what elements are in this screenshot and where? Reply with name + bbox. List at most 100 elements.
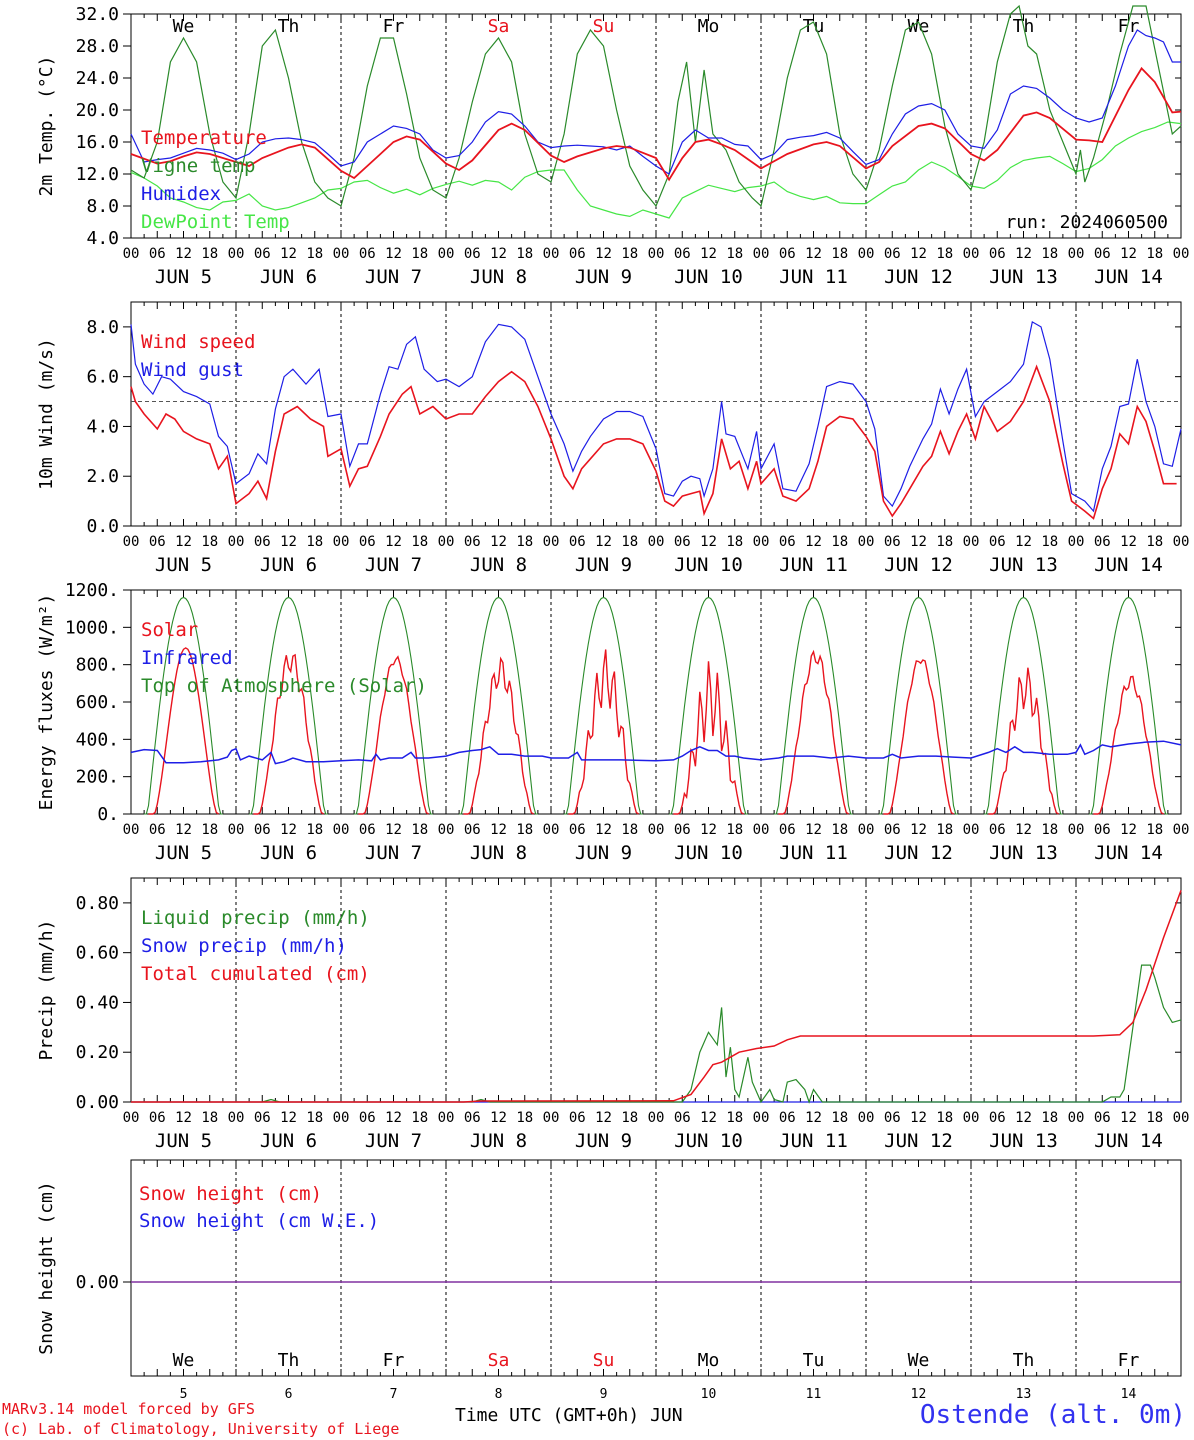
- series-line-top-of-atmosphere-solar: [144, 596, 223, 815]
- hour-tick-label: 18: [411, 534, 428, 550]
- hour-tick-label: 18: [411, 822, 428, 838]
- hour-tick-label: 06: [779, 534, 796, 550]
- hour-tick-label: 18: [831, 534, 848, 550]
- hour-tick-label: 18: [306, 1110, 323, 1126]
- hour-tick-label: 18: [936, 246, 953, 262]
- legend-snow-height-cm-w-e-: Snow height (cm W.E.): [139, 1210, 379, 1232]
- series-line-top-of-atmosphere-solar: [984, 596, 1063, 815]
- hour-tick-label: 06: [254, 1110, 271, 1126]
- legend-wind-speed: Wind speed: [141, 331, 255, 353]
- y-tick-label: 8.0: [86, 196, 119, 217]
- footer-model: MARv3.14 model forced by GFS: [2, 1400, 255, 1418]
- hour-tick-label: 00: [1173, 1110, 1190, 1126]
- day-label: JUN 7: [365, 266, 422, 288]
- day-label: JUN 8: [470, 266, 527, 288]
- series-line-humidex: [130, 29, 1181, 175]
- hour-tick-label: 00: [753, 534, 770, 550]
- hour-tick-label: 06: [359, 1110, 376, 1126]
- hour-tick-label: 06: [674, 246, 691, 262]
- day-label: JUN 13: [989, 842, 1058, 864]
- hour-tick-label: 18: [726, 1110, 743, 1126]
- weekday-label-bottom: Su: [593, 1350, 615, 1371]
- series-line-dewpoint-temp: [130, 121, 1182, 219]
- hour-tick-label: 12: [1120, 1110, 1137, 1126]
- hour-tick-label: 18: [201, 534, 218, 550]
- y-tick-label: 32.0: [76, 4, 119, 25]
- day-label: JUN 6: [260, 266, 317, 288]
- y-tick-label: 6.0: [86, 367, 119, 388]
- hour-tick-label: 12: [280, 534, 297, 550]
- hour-tick-label: 18: [516, 246, 533, 262]
- day-label: JUN 8: [470, 554, 527, 576]
- y-axis-label: Energy fluxes (W/m²): [36, 594, 57, 811]
- hour-tick-label: 12: [490, 1110, 507, 1126]
- hour-tick-label: 12: [805, 1110, 822, 1126]
- panel-frame-0: [130, 13, 1182, 239]
- hour-tick-label: 12: [595, 822, 612, 838]
- y-tick-label: 1200.: [65, 580, 119, 601]
- weekday-label-bottom: We: [908, 1350, 930, 1371]
- hour-tick-label: 12: [1120, 534, 1137, 550]
- hour-tick-label: 12: [490, 822, 507, 838]
- hour-tick-label: 18: [1146, 1110, 1163, 1126]
- hour-tick-label: 00: [438, 1110, 455, 1126]
- hour-tick-label: 12: [595, 1110, 612, 1126]
- hour-tick-label: 18: [936, 1110, 953, 1126]
- hour-tick-label: 18: [831, 246, 848, 262]
- hour-tick-label: 00: [1068, 1110, 1085, 1126]
- hour-tick-label: 06: [359, 822, 376, 838]
- weekday-label-bottom: Th: [1013, 1350, 1035, 1371]
- day-label: JUN 12: [884, 266, 953, 288]
- day-label: JUN 7: [365, 1130, 422, 1152]
- weekday-label: Fr: [1118, 16, 1140, 37]
- y-tick-label: 0.00: [76, 1092, 119, 1113]
- bottom-day-number: 8: [495, 1387, 503, 1402]
- legend-vigne-temp: Vigne temp: [141, 155, 255, 177]
- hour-tick-label: 00: [1173, 246, 1190, 262]
- hour-tick-label: 00: [333, 1110, 350, 1126]
- day-label: JUN 14: [1094, 842, 1163, 864]
- bottom-day-number: 11: [806, 1387, 822, 1402]
- day-label: JUN 12: [884, 1130, 953, 1152]
- hour-tick-label: 06: [884, 822, 901, 838]
- day-label: JUN 8: [470, 842, 527, 864]
- y-axis-label: Precip (mm/h): [36, 920, 57, 1061]
- series-line-solar: [988, 667, 1059, 815]
- weekday-label-bottom: Mo: [698, 1350, 720, 1371]
- hour-tick-label: 00: [648, 246, 665, 262]
- y-tick-label: 0.60: [76, 943, 119, 964]
- series-line-infrared: [130, 740, 1182, 765]
- y-tick-label: 0.40: [76, 992, 119, 1013]
- y-axis-label: 10m Wind (m/s): [36, 338, 57, 490]
- y-tick-label: 0.: [97, 804, 119, 825]
- y-tick-label: 800.: [76, 655, 119, 676]
- y-tick-label: 1000.: [65, 617, 119, 638]
- hour-tick-label: 00: [438, 246, 455, 262]
- day-label: JUN 5: [155, 842, 212, 864]
- hour-tick-label: 12: [280, 822, 297, 838]
- hour-tick-label: 00: [543, 246, 560, 262]
- day-label: JUN 11: [779, 554, 848, 576]
- hour-tick-label: 00: [648, 1110, 665, 1126]
- weekday-label-bottom: Fr: [1118, 1350, 1140, 1371]
- hour-tick-label: 06: [884, 534, 901, 550]
- hour-tick-label: 18: [1146, 534, 1163, 550]
- hour-tick-label: 12: [385, 534, 402, 550]
- series-line-liquid-precip: [131, 964, 1182, 1104]
- hour-tick-label: 18: [306, 246, 323, 262]
- legend-top-of-atmosphere-solar-: Top of Atmosphere (Solar): [141, 675, 427, 697]
- hour-tick-label: 00: [858, 1110, 875, 1126]
- hour-tick-label: 12: [280, 246, 297, 262]
- hour-tick-label: 06: [779, 1110, 796, 1126]
- hour-tick-label: 00: [543, 534, 560, 550]
- day-label: JUN 10: [674, 1130, 743, 1152]
- series-line-temperature: [130, 66, 1182, 182]
- hour-tick-label: 00: [1173, 822, 1190, 838]
- series-line-top-of-atmosphere-solar: [564, 596, 643, 815]
- day-label: JUN 6: [260, 1130, 317, 1152]
- hour-tick-label: 18: [831, 1110, 848, 1126]
- series-line-top-of-atmosphere-solar: [354, 596, 433, 815]
- series-line-top-of-atmosphere-solar: [669, 596, 748, 815]
- bottom-day-number: 14: [1121, 1387, 1137, 1402]
- day-label: JUN 11: [779, 842, 848, 864]
